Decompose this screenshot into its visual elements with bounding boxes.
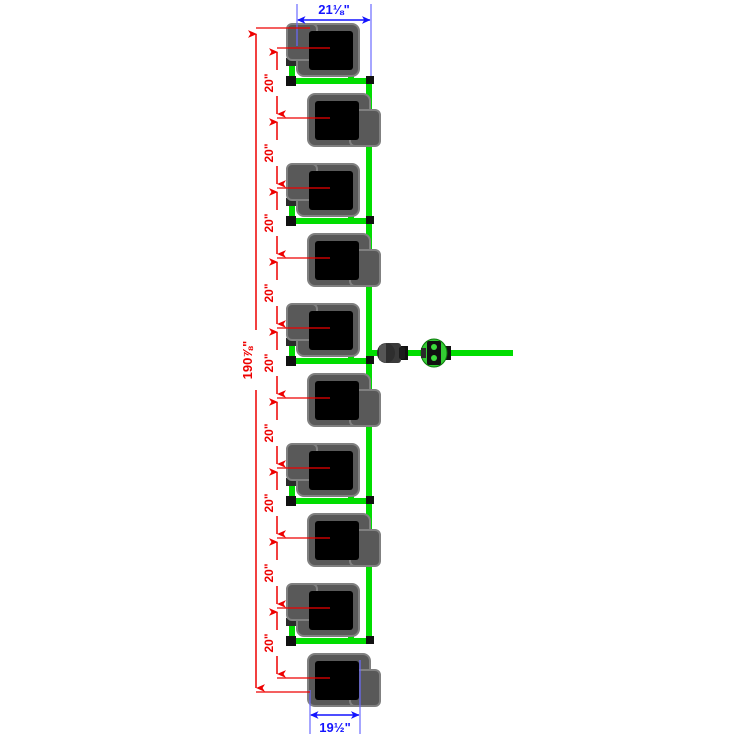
spacing-label-1: 20" <box>262 73 276 92</box>
pot-6[interactable] <box>307 373 381 427</box>
elbow-fitting[interactable] <box>377 343 405 363</box>
spacing-label-3: 20" <box>262 213 276 232</box>
pot-5[interactable] <box>286 303 360 357</box>
pot-1[interactable] <box>286 23 360 77</box>
spacing-label-2: 20" <box>262 143 276 162</box>
pot-9[interactable] <box>286 583 360 637</box>
spacing-label-4: 20" <box>262 283 276 302</box>
dimension-chain-20: 20" 20" 20" 20" 20" 20" 20" 20" 20" <box>262 47 330 679</box>
dimension-top-width: 21⅛" <box>296 2 372 76</box>
spacing-label-6: 20" <box>262 423 276 442</box>
spacing-label-7: 20" <box>262 493 276 512</box>
dimension-overall-height: 190⅞" <box>240 27 310 693</box>
pot-8[interactable] <box>307 513 381 567</box>
bottom-width-label: 19½" <box>319 720 350 735</box>
pot-10[interactable] <box>307 653 381 707</box>
top-width-label: 21⅛" <box>318 2 349 17</box>
control-valve[interactable] <box>420 338 448 368</box>
dimension-bottom-width: 19½" <box>309 660 361 735</box>
overall-height-label: 190⅞" <box>240 341 255 380</box>
spacing-label-5: 20" <box>262 353 276 372</box>
pot-2[interactable] <box>307 93 381 147</box>
spacing-label-8: 20" <box>262 563 276 582</box>
spacing-label-9: 20" <box>262 633 276 652</box>
pot-3[interactable] <box>286 163 360 217</box>
pot-7[interactable] <box>286 443 360 497</box>
pot-4[interactable] <box>307 233 381 287</box>
